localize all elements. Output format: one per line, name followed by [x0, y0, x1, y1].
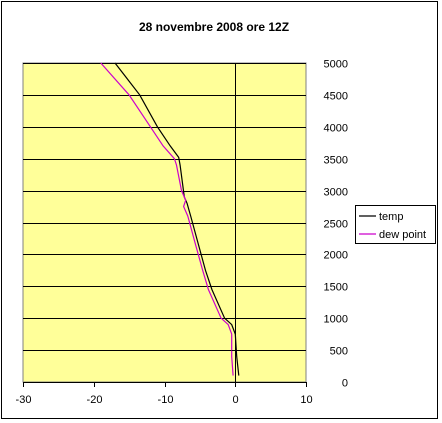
y-tick-label: 4500	[324, 91, 348, 103]
chart-svg: 28 novembre 2008 ore 12Z -30 -20 -10 0 10 0 5…	[16, 20, 436, 406]
x-tick-label: -20	[87, 394, 103, 406]
chart-area: 28 novembre 2008 ore 12Z -30 -20 -10 0 10 0 5…	[1, 1, 438, 419]
plot-background	[22, 62, 307, 383]
y-axis-ticks: 0 500 1000 1500 2000 2500 3000 3500 4000 4500 5000	[231, 59, 348, 390]
y-tick-label: 2500	[324, 219, 348, 231]
series-line-temp	[114, 62, 240, 376]
y-tick-label: 0	[342, 378, 348, 390]
y-tick-label: 4000	[324, 123, 348, 135]
legend-label: temp	[379, 211, 403, 223]
axes	[23, 63, 306, 383]
x-axis-ticks: -30 -20 -10 0 10	[16, 382, 313, 406]
x-tick-label: -30	[16, 394, 32, 406]
y-tick-label: 3000	[324, 187, 348, 199]
grid-lines	[23, 63, 306, 351]
chart-title: 28 novembre 2008 ore 12Z	[139, 20, 289, 34]
y-tick-label: 2000	[324, 250, 348, 262]
series-line-dew-point	[100, 62, 234, 376]
x-tick-label: 10	[300, 394, 312, 406]
y-tick-label: 500	[330, 346, 348, 358]
x-tick-label: -10	[158, 394, 174, 406]
y-tick-label: 1000	[324, 314, 348, 326]
y-tick-label: 1500	[324, 282, 348, 294]
legend-box	[355, 205, 436, 244]
x-tick-label: 0	[232, 394, 238, 406]
legend-label: dew point	[379, 229, 426, 241]
y-tick-label: 3500	[324, 155, 348, 167]
series-lines	[100, 62, 240, 376]
legend: temp dew point	[355, 205, 436, 244]
y-tick-label: 5000	[324, 59, 348, 71]
